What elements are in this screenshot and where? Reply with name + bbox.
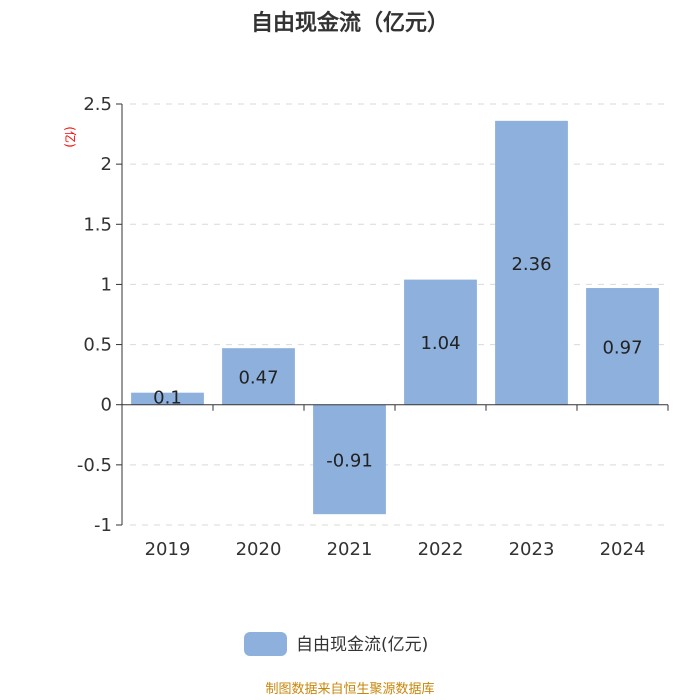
y-tick-label: 0.5 <box>83 335 112 356</box>
bar-2023[interactable] <box>495 120 568 405</box>
x-tick-label: 2019 <box>145 539 191 560</box>
y-tick-label: 0 <box>101 395 112 416</box>
data-labels: 0.1 0.47 -0.91 1.04 2.36 0.97 <box>153 254 642 472</box>
data-label: 0.1 <box>153 388 182 409</box>
y-axis: 2.5 2 1.5 1 0.5 0 -0.5 -1 <box>77 94 123 536</box>
bar-2021[interactable] <box>313 404 386 515</box>
x-tick-label: 2021 <box>327 539 373 560</box>
x-axis: 2019 2020 2021 2022 2023 2024 <box>121 404 669 560</box>
y-tick-label: -0.5 <box>77 455 112 476</box>
source-note: 制图数据来自恒生聚源数据库 <box>265 681 434 697</box>
x-tick-label: 2024 <box>600 539 646 560</box>
y-tick-label: 1 <box>101 274 112 295</box>
legend-label: 自由现金流(亿元) <box>296 635 428 655</box>
legend-swatch <box>244 632 287 656</box>
chart-title: 自由现金流（亿元） <box>251 10 449 36</box>
bar-2024[interactable] <box>586 288 659 405</box>
x-tick-label: 2023 <box>509 539 555 560</box>
data-label: 1.04 <box>420 333 460 354</box>
legend[interactable]: 自由现金流(亿元) <box>244 632 428 656</box>
data-label: 0.97 <box>602 337 642 358</box>
bar-2019[interactable] <box>131 392 204 405</box>
y-axis-label: (亿) <box>63 126 78 147</box>
data-label: 0.47 <box>238 367 278 388</box>
data-label: 2.36 <box>511 254 551 275</box>
gridlines <box>130 103 668 526</box>
bars <box>131 120 659 515</box>
y-tick-label: 2 <box>101 154 112 175</box>
y-tick-label: -1 <box>94 515 112 536</box>
y-tick-label: 1.5 <box>83 214 112 235</box>
bar-2022[interactable] <box>404 279 477 405</box>
data-label: -0.91 <box>326 450 373 471</box>
bar-2020[interactable] <box>222 348 295 405</box>
y-tick-label: 2.5 <box>83 94 112 115</box>
x-tick-label: 2020 <box>236 539 282 560</box>
x-tick-label: 2022 <box>418 539 464 560</box>
